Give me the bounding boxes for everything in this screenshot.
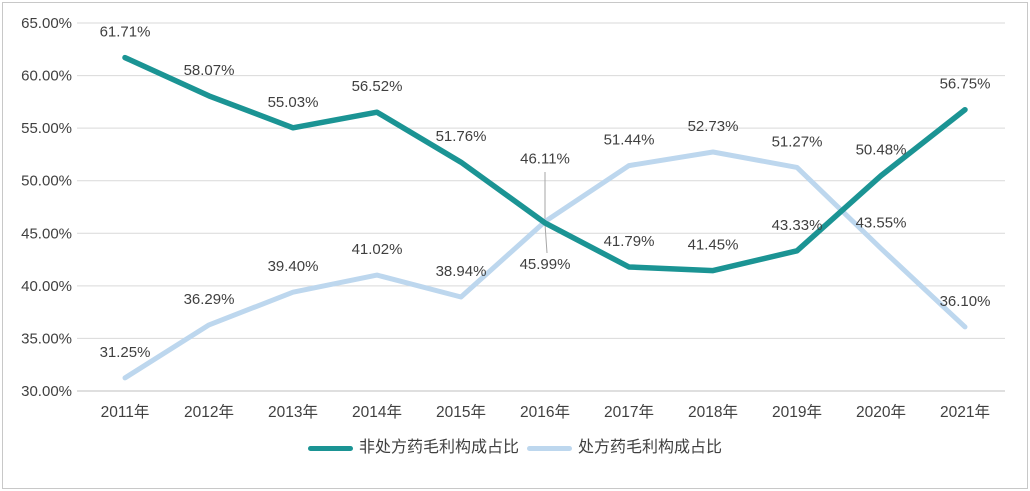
y-axis-tick-label: 50.00% xyxy=(21,173,72,190)
x-axis-label: 2013年 xyxy=(268,403,318,421)
y-axis-tick-label: 40.00% xyxy=(21,278,72,295)
data-label-series0-point3: 56.52% xyxy=(352,78,403,95)
legend-item-1[interactable]: 处方药毛利构成占比 xyxy=(527,440,722,456)
y-axis-tick-label: 30.00% xyxy=(21,383,72,400)
data-label-series0-point5: 45.99% xyxy=(520,256,571,273)
data-label-series0-point4: 51.76% xyxy=(436,128,487,145)
series-line-0 xyxy=(122,54,968,274)
legend-line-swatch xyxy=(307,445,353,451)
y-axis-tick-label: 65.00% xyxy=(21,15,72,32)
x-axis-label: 2018年 xyxy=(688,403,738,421)
y-axis-tick-label: 45.00% xyxy=(21,225,72,242)
data-label-series0-point7: 41.45% xyxy=(688,237,739,254)
data-label-series1-point5: 46.11% xyxy=(520,151,570,168)
x-axis-label: 2017年 xyxy=(604,403,654,421)
y-axis-tick-label: 35.00% xyxy=(21,330,72,347)
data-label-series1-point4: 38.94% xyxy=(436,263,487,280)
data-label-leader-line xyxy=(544,172,548,254)
legend-line-swatch xyxy=(527,445,572,451)
data-label-series0-point9: 50.48% xyxy=(856,142,907,159)
x-axis-label: 2015年 xyxy=(436,403,486,421)
data-label-series0-point1: 58.07% xyxy=(184,62,235,79)
data-label-series0-point0: 61.71% xyxy=(100,24,151,41)
legend-item-0[interactable]: 非处方药毛利构成占比 xyxy=(307,439,519,456)
data-label-series1-point2: 39.40% xyxy=(268,258,319,275)
x-axis-label: 2016年 xyxy=(520,403,570,421)
x-axis-label: 2012年 xyxy=(184,403,234,421)
data-label-series1-point8: 51.27% xyxy=(772,133,823,150)
data-label-series1-point3: 41.02% xyxy=(352,241,403,258)
data-label-series1-point0: 31.25% xyxy=(100,344,151,361)
legend-label: 处方药毛利构成占比 xyxy=(578,439,723,456)
data-label-series0-point8: 43.33% xyxy=(772,217,823,234)
x-axis-label: 2019年 xyxy=(772,403,822,421)
y-axis-tick-label: 60.00% xyxy=(21,68,72,85)
data-label-series1-point1: 36.29% xyxy=(184,291,235,308)
data-label-series1-point10: 36.10% xyxy=(940,293,991,310)
data-label-series1-point7: 52.73% xyxy=(688,118,739,135)
legend-label: 非处方药毛利构成占比 xyxy=(358,439,519,456)
line-chart-plot: 65.00% 60.00% 55.00% 50.00% 45.00% 40.00% 35.0… xyxy=(21,15,1005,421)
chart-legend: 非处方药毛利构成占比 处方药毛利构成占比 xyxy=(0,440,1030,456)
data-label-series0-point10: 56.75% xyxy=(940,76,991,93)
x-axis-label: 2011年 xyxy=(101,403,150,421)
x-axis-label: 2021年 xyxy=(940,403,990,421)
data-label-series1-point6: 51.44% xyxy=(604,132,655,149)
data-label-series0-point6: 41.79% xyxy=(604,233,655,250)
data-label-series1-point9: 43.55% xyxy=(856,215,907,232)
y-axis-tick-label: 55.00% xyxy=(21,120,72,137)
data-label-series0-point2: 55.03% xyxy=(268,94,319,111)
x-axis-label: 2014年 xyxy=(352,403,402,421)
x-axis-label: 2020年 xyxy=(856,403,906,421)
